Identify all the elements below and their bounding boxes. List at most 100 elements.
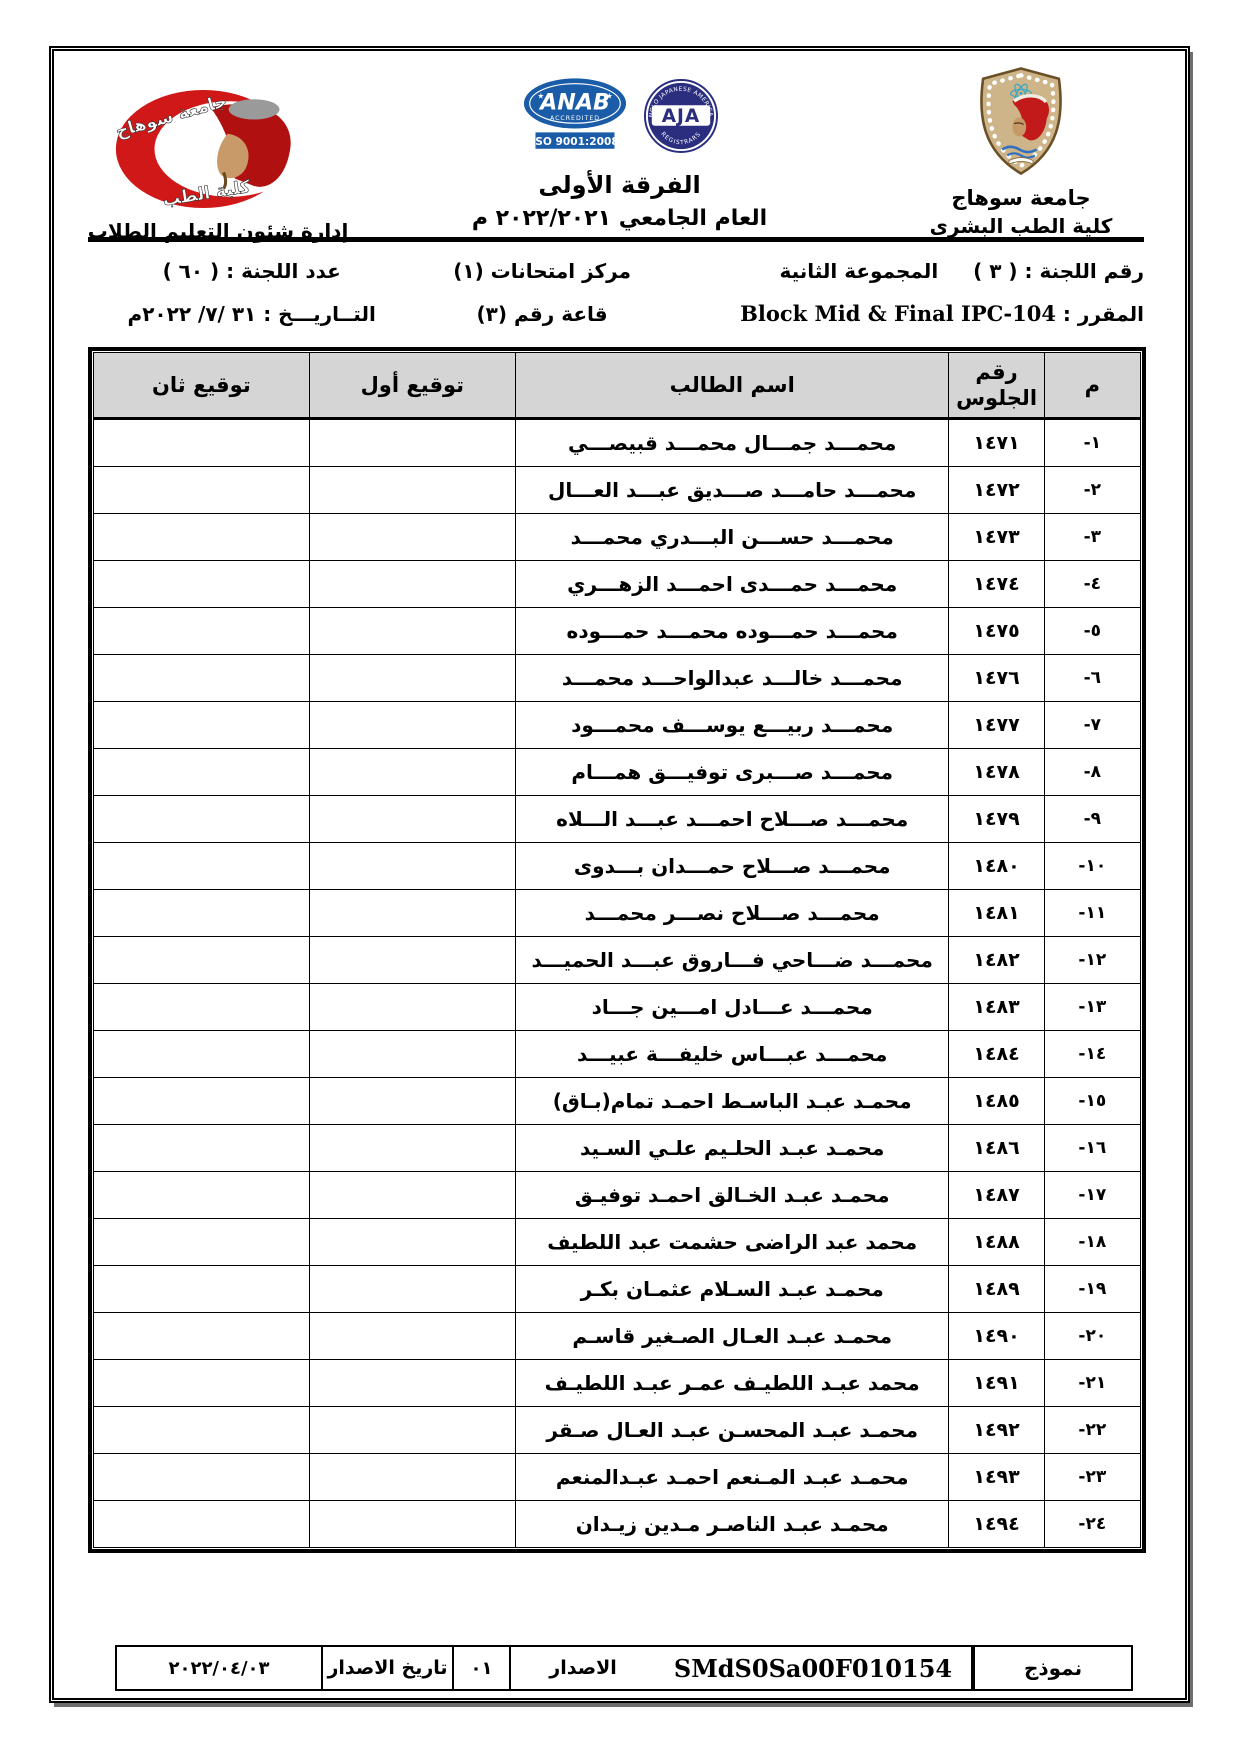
second-signature-cell — [93, 936, 310, 984]
row-index: ٩- — [1043, 795, 1142, 843]
second-signature-cell — [93, 983, 310, 1031]
student-row: ٢٢- ١٤٩٢ محمـد عبـد المحسـن عبـد العـال صـ… — [93, 1406, 1142, 1454]
first-signature-cell — [308, 466, 516, 514]
second-signature-cell — [93, 1124, 310, 1172]
seat-number: ١٤٩٠ — [948, 1312, 1045, 1360]
row-index: ١٦- — [1043, 1124, 1142, 1172]
anab-logo-text: ANAB — [538, 89, 610, 115]
aja-logo-text: AJA — [661, 106, 699, 127]
student-name: محمـــد ربيـــع يوســـف محمـــود — [514, 701, 950, 749]
seat-number: ١٤٧٥ — [948, 607, 1045, 655]
header-university-block: جامعة سوهاج كلية الطب البشرى — [857, 57, 1185, 245]
first-signature-cell — [308, 889, 516, 937]
student-table-body: ١- ١٤٧١ محمـــد جمـــال محمـــد قبيصـــي ٢-… — [93, 418, 1142, 1548]
student-row: ١- ١٤٧١ محمـــد جمـــال محمـــد قبيصـــي — [93, 418, 1142, 467]
university-name: جامعة سوهاج — [951, 186, 1091, 210]
seat-number: ١٤٧١ — [948, 418, 1045, 467]
header-title-block: ANAB ★ ★ ACCREDITED ISO 9001:2008 — [382, 57, 857, 245]
seat-number: ١٤٩٣ — [948, 1453, 1045, 1501]
row-index: ٨- — [1043, 748, 1142, 796]
first-signature-cell — [308, 560, 516, 608]
second-signature-cell — [93, 1218, 310, 1266]
first-signature-cell — [308, 936, 516, 984]
university-shield-icon — [962, 65, 1080, 181]
student-row: ٣- ١٤٧٣ محمـــد حســـن البـــدري محمـــد — [93, 513, 1142, 561]
first-signature-cell — [308, 1265, 516, 1313]
second-signature-cell — [93, 654, 310, 702]
row-index: ٢٣- — [1043, 1453, 1142, 1501]
first-signature-cell — [308, 1218, 516, 1266]
student-row: ٥- ١٤٧٥ محمـــد حمـــوده محمـــد حمـــوده — [93, 607, 1142, 655]
second-signature-cell — [93, 513, 310, 561]
second-signature-cell — [93, 1406, 310, 1454]
version-label: الاصدار — [509, 1647, 655, 1689]
first-signature-cell — [308, 1453, 516, 1501]
group-label: المجموعة الثانية — [779, 258, 939, 283]
second-signature-cell — [93, 1359, 310, 1407]
course-info: المقرر : Block Mid & Final IPC-104 — [669, 301, 1144, 326]
first-signature-cell — [308, 607, 516, 655]
student-row: ٨- ١٤٧٨ محمـــد صـــبرى توفيـــق همـــام — [93, 748, 1142, 796]
seat-number: ١٤٨٤ — [948, 1030, 1045, 1078]
academic-year: العام الجامعي ٢٠٢٢/٢٠٢١ م — [471, 206, 768, 231]
row-index: ٥- — [1043, 607, 1142, 655]
header-first-signature: توقيع أول — [308, 352, 516, 420]
seat-number: ١٤٨٠ — [948, 842, 1045, 890]
second-signature-cell — [93, 1500, 310, 1548]
row-index: ٢- — [1043, 466, 1142, 514]
seat-number: ١٤٩٤ — [948, 1500, 1045, 1548]
student-name: محمـد عبـد المـنعم احمـد عبـدالمنعم — [514, 1453, 950, 1501]
document-page-frame: جامعة سوهاج كلية الطب البشرى ANAB ★ ★ AC… — [49, 46, 1190, 1703]
row-index: ٧- — [1043, 701, 1142, 749]
seat-number: ١٤٧٧ — [948, 701, 1045, 749]
row-index: ١٣- — [1043, 983, 1142, 1031]
student-row: ١٧- ١٤٨٧ محمـد عبـد الخـالق احمـد توفيـق — [93, 1171, 1142, 1219]
student-row: ٢- ١٤٧٢ محمـــد حامـــد صـــديق عبـــد الع… — [93, 466, 1142, 514]
first-signature-cell — [308, 795, 516, 843]
seat-number: ١٤٨٢ — [948, 936, 1045, 984]
seat-number: ١٤٧٢ — [948, 466, 1045, 514]
table-header-row: م رقم الجلوس اسم الطالب توقيع أول توقيع … — [93, 352, 1142, 420]
second-signature-cell — [93, 748, 310, 796]
student-name: محمـــد عـــادل امـــين جـــاد — [514, 983, 950, 1031]
row-index: ٣- — [1043, 513, 1142, 561]
seat-number: ١٤٩١ — [948, 1359, 1045, 1407]
header-admin-block: جامعة سوهاج كلية الطب إدارة شئون التعليم… — [54, 57, 382, 245]
accreditation-logos: ANAB ★ ★ ACCREDITED ISO 9001:2008 — [522, 75, 718, 159]
student-name: محمـــد حمـــدى احمـــد الزهـــري — [514, 560, 950, 608]
student-name: محمـد عبـد الخـالق احمـد توفيـق — [514, 1171, 950, 1219]
student-row: ٢٣- ١٤٩٣ محمـد عبـد المـنعم احمـد عبـدالمن… — [93, 1453, 1142, 1501]
seat-number: ١٤٨٨ — [948, 1218, 1045, 1266]
first-signature-cell — [308, 983, 516, 1031]
student-name: محمـــد صـــلاح احمـــد عبـــد الـــلاه — [514, 795, 950, 843]
first-signature-cell — [308, 654, 516, 702]
row-index: ١٢- — [1043, 936, 1142, 984]
exam-info-row-1: رقم اللجنة : ( ٣ ) المجموعة الثانية مركز… — [88, 249, 1144, 292]
student-name: محمـد عبـد المحسـن عبـد العـال صـقر — [514, 1406, 950, 1454]
students-table-wrapper: م رقم الجلوس اسم الطالب توقيع أول توقيع … — [88, 347, 1146, 1553]
second-signature-cell — [93, 1265, 310, 1313]
student-row: ٢٤- ١٤٩٤ محمـد عبـد الناصـر مـدين زيـدان — [93, 1500, 1142, 1548]
second-signature-cell — [93, 466, 310, 514]
course-label: المقرر : — [1062, 302, 1144, 326]
student-name: محمـــد حمـــوده محمـــد حمـــوده — [514, 607, 950, 655]
student-row: ١٨- ١٤٨٨ محمد عبد الراضى حشمت عبد اللطيف — [93, 1218, 1142, 1266]
student-row: ١١- ١٤٨١ محمـــد صـــلاح نصـــر محمـــد — [93, 889, 1142, 937]
student-row: ١٣- ١٤٨٣ محمـــد عـــادل امـــين جـــاد — [93, 983, 1142, 1031]
student-name: محمـــد خالـــد عبدالواحـــد محمـــد — [514, 654, 950, 702]
header-divider-line — [88, 237, 1144, 242]
first-signature-cell — [308, 513, 516, 561]
second-signature-cell — [93, 607, 310, 655]
exam-date: التــاريـــخ : ٣١ /٧/ ٢٠٢٢م — [88, 302, 415, 326]
committee-number-label: رقم اللجنة : ( ٣ ) — [973, 258, 1144, 283]
course-code: Block Mid & Final IPC-104 — [740, 301, 1056, 326]
anab-star-left: ★ — [537, 92, 544, 101]
anab-iso-logo-icon: ANAB ★ ★ ACCREDITED ISO 9001:2008 — [522, 77, 628, 159]
first-signature-cell — [308, 1030, 516, 1078]
seat-number: ١٤٧٨ — [948, 748, 1045, 796]
anab-accredited-text: ACCREDITED — [549, 115, 599, 122]
seat-number: ١٤٧٤ — [948, 560, 1045, 608]
student-row: ٤- ١٤٧٤ محمـــد حمـــدى احمـــد الزهـــري — [93, 560, 1142, 608]
faculty-crescent-logo-icon: جامعة سوهاج كلية الطب — [112, 87, 324, 215]
student-row: ٩- ١٤٧٩ محمـــد صـــلاح احمـــد عبـــد الـ… — [93, 795, 1142, 843]
